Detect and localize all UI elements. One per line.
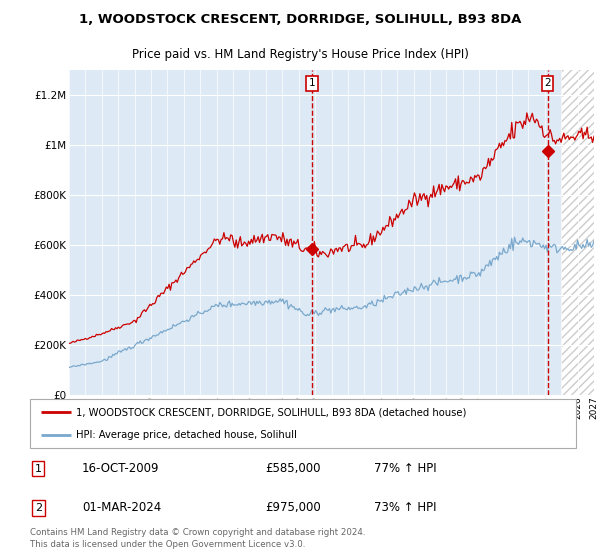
Text: 1: 1 xyxy=(35,464,41,474)
Text: HPI: Average price, detached house, Solihull: HPI: Average price, detached house, Soli… xyxy=(76,430,297,440)
Text: 16-OCT-2009: 16-OCT-2009 xyxy=(82,462,160,475)
Text: 1, WOODSTOCK CRESCENT, DORRIDGE, SOLIHULL, B93 8DA: 1, WOODSTOCK CRESCENT, DORRIDGE, SOLIHUL… xyxy=(79,13,521,26)
Text: 2: 2 xyxy=(544,78,551,88)
Text: 01-MAR-2024: 01-MAR-2024 xyxy=(82,501,161,515)
Text: 73% ↑ HPI: 73% ↑ HPI xyxy=(374,501,436,515)
Text: 1: 1 xyxy=(308,78,315,88)
FancyBboxPatch shape xyxy=(30,399,576,448)
Text: £585,000: £585,000 xyxy=(265,462,320,475)
Text: 2: 2 xyxy=(35,503,42,513)
Text: 1, WOODSTOCK CRESCENT, DORRIDGE, SOLIHULL, B93 8DA (detached house): 1, WOODSTOCK CRESCENT, DORRIDGE, SOLIHUL… xyxy=(76,407,467,417)
Text: Price paid vs. HM Land Registry's House Price Index (HPI): Price paid vs. HM Land Registry's House … xyxy=(131,48,469,61)
Text: £975,000: £975,000 xyxy=(265,501,320,515)
Text: 77% ↑ HPI: 77% ↑ HPI xyxy=(374,462,437,475)
Bar xyxy=(561,70,594,395)
Text: Contains HM Land Registry data © Crown copyright and database right 2024.
This d: Contains HM Land Registry data © Crown c… xyxy=(30,528,365,549)
